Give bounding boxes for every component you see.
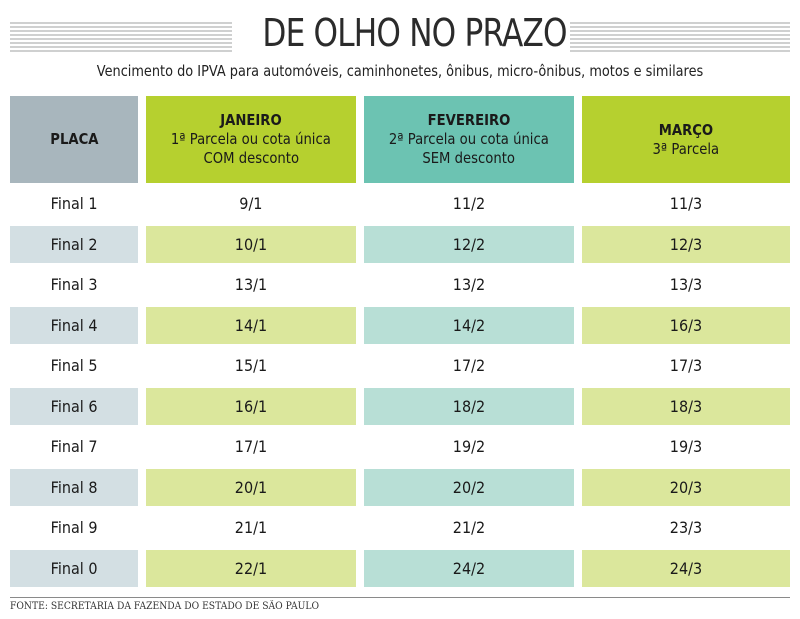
cell-janeiro: 9/1	[239, 194, 263, 213]
cell-placa: Final 4	[10, 307, 138, 344]
cell-placa: Final 0	[10, 550, 138, 587]
cell-placa: Final 7	[50, 437, 98, 456]
page-title: DE OLHO NO PRAZO	[262, 11, 567, 55]
cell-janeiro: 21/1	[234, 518, 268, 537]
table-row: Final 3 13/1 13/2 13/3	[0, 266, 800, 303]
table-row: Final 6 16/1 18/2 18/3	[0, 388, 800, 425]
decorative-stripes-right	[570, 22, 790, 52]
cell-placa: Final 5	[50, 356, 98, 375]
cell-janeiro: 10/1	[146, 226, 356, 263]
cell-marco: 19/3	[669, 437, 703, 456]
cell-janeiro: 16/1	[146, 388, 356, 425]
cell-marco: 17/3	[669, 356, 703, 375]
header-janeiro: JANEIRO 1ª Parcela ou cota única COM des…	[146, 96, 356, 183]
table-row: Final 0 22/1 24/2 24/3	[0, 550, 800, 587]
header-janeiro-line2: COM desconto	[203, 149, 299, 167]
cell-marco: 13/3	[669, 275, 703, 294]
cell-janeiro: 17/1	[234, 437, 268, 456]
cell-janeiro: 20/1	[146, 469, 356, 506]
cell-fevereiro: 21/2	[452, 518, 486, 537]
header-janeiro-title: JANEIRO	[220, 111, 282, 129]
title-banner: DE OLHO NO PRAZO	[0, 6, 800, 64]
cell-marco: 16/3	[582, 307, 790, 344]
header-fevereiro-line1: 2ª Parcela ou cota única	[389, 130, 549, 148]
cell-fevereiro: 12/2	[364, 226, 574, 263]
cell-placa: Final 3	[50, 275, 98, 294]
cell-janeiro: 13/1	[234, 275, 268, 294]
table-row: Final 9 21/1 21/2 23/3	[0, 509, 800, 546]
header-janeiro-line1: 1ª Parcela ou cota única	[171, 130, 331, 148]
source-credit: FONTE: SECRETARIA DA FAZENDA DO ESTADO D…	[10, 601, 320, 612]
table-row: Final 8 20/1 20/2 20/3	[0, 469, 800, 506]
header-fevereiro: FEVEREIRO 2ª Parcela ou cota única SEM d…	[364, 96, 574, 183]
header-marco-line1: 3ª Parcela	[652, 139, 720, 158]
decorative-stripes-left	[10, 22, 232, 52]
cell-fevereiro: 19/2	[452, 437, 486, 456]
cell-placa: Final 9	[50, 518, 98, 537]
header-marco-title: MARÇO	[658, 120, 714, 139]
cell-marco: 20/3	[582, 469, 790, 506]
header-fevereiro-title: FEVEREIRO	[427, 111, 511, 129]
cell-fevereiro: 13/2	[452, 275, 486, 294]
header-placa-title: PLACA	[49, 130, 99, 148]
cell-placa: Final 8	[10, 469, 138, 506]
cell-janeiro: 22/1	[146, 550, 356, 587]
table-row: Final 5 15/1 17/2 17/3	[0, 347, 800, 384]
footer-divider	[10, 597, 790, 598]
page-subtitle: Vencimento do IPVA para automóveis, cami…	[96, 62, 704, 80]
cell-marco: 18/3	[582, 388, 790, 425]
cell-marco: 23/3	[669, 518, 703, 537]
cell-marco: 11/3	[669, 194, 703, 213]
cell-placa: Final 2	[10, 226, 138, 263]
cell-fevereiro: 11/2	[452, 194, 486, 213]
cell-janeiro: 14/1	[146, 307, 356, 344]
cell-fevereiro: 14/2	[364, 307, 574, 344]
cell-marco: 12/3	[582, 226, 790, 263]
table-row: Final 1 9/1 11/2 11/3	[0, 185, 800, 222]
table-row: Final 7 17/1 19/2 19/3	[0, 428, 800, 465]
cell-placa: Final 6	[10, 388, 138, 425]
cell-marco: 24/3	[582, 550, 790, 587]
cell-placa: Final 1	[50, 194, 98, 213]
cell-janeiro: 15/1	[234, 356, 268, 375]
table-row: Final 4 14/1 14/2 16/3	[0, 307, 800, 344]
header-placa: PLACA	[10, 96, 138, 183]
table-row: Final 2 10/1 12/2 12/3	[0, 226, 800, 263]
header-marco: MARÇO 3ª Parcela	[582, 96, 790, 183]
cell-fevereiro: 18/2	[364, 388, 574, 425]
cell-fevereiro: 17/2	[452, 356, 486, 375]
cell-fevereiro: 20/2	[364, 469, 574, 506]
header-fevereiro-line2: SEM desconto	[422, 149, 516, 167]
cell-fevereiro: 24/2	[364, 550, 574, 587]
